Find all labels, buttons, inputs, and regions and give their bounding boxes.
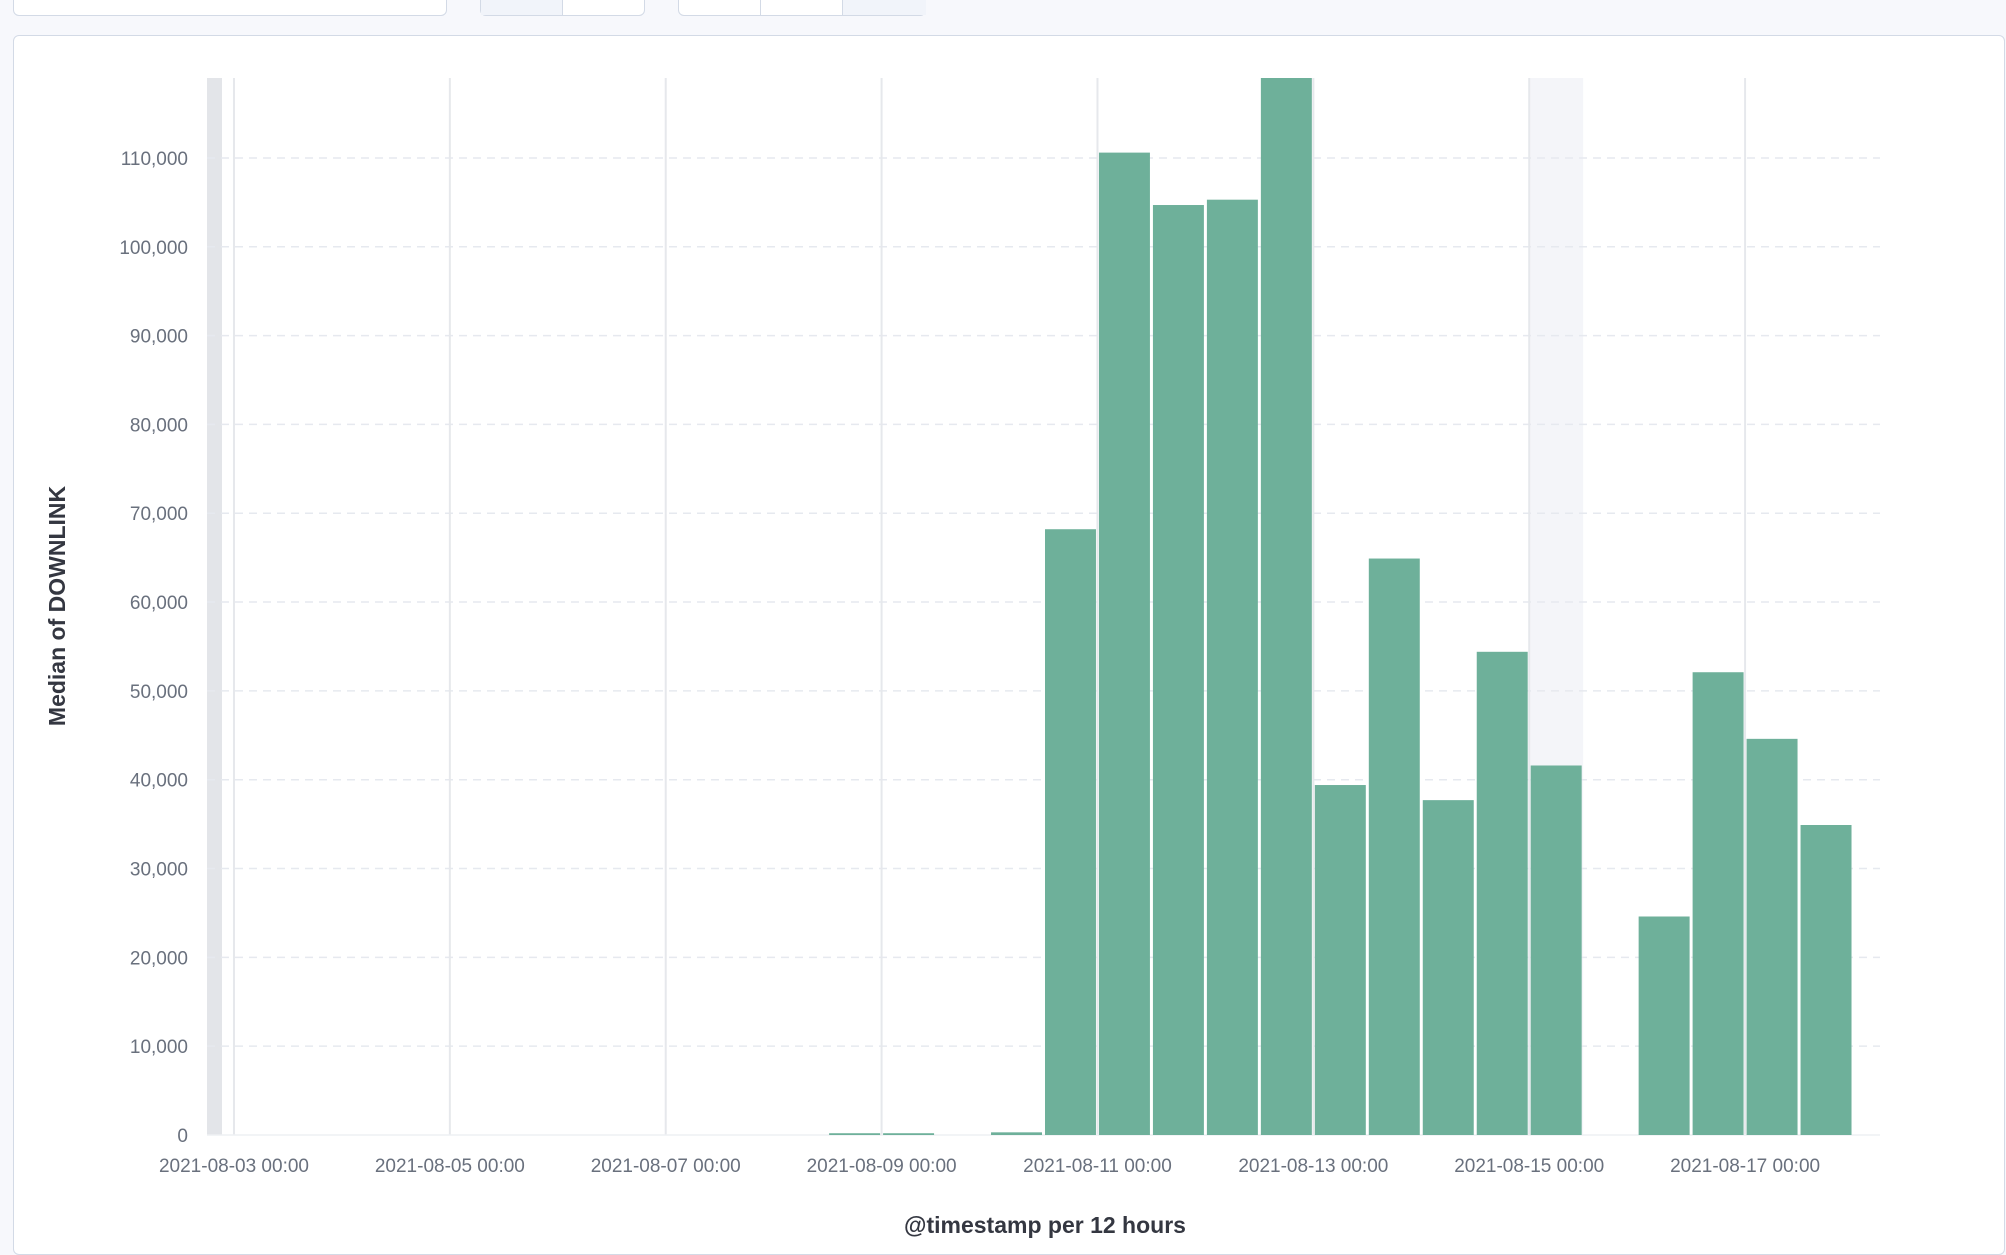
y-tick-label: 30,000 — [130, 860, 188, 881]
y-tick-label: 110,000 — [121, 149, 188, 170]
bar — [1476, 651, 1528, 1135]
bar — [1045, 529, 1096, 1135]
bar — [1692, 672, 1744, 1135]
y-tick-label: 80,000 — [130, 415, 188, 436]
bar — [829, 1133, 881, 1135]
x-tick-label: 2021-08-03 00:00 — [159, 1156, 309, 1177]
x-tick-label: 2021-08-07 00:00 — [591, 1156, 741, 1177]
y-tick-label: 70,000 — [130, 504, 188, 525]
bar — [883, 1133, 935, 1135]
toggle-button[interactable] — [761, 0, 843, 15]
x-tick-label: 2021-08-05 00:00 — [375, 1156, 525, 1177]
y-tick-label: 60,000 — [130, 593, 188, 614]
x-tick-label: 2021-08-11 00:00 — [1023, 1156, 1172, 1177]
bar — [1152, 205, 1204, 1136]
bar — [1098, 152, 1150, 1136]
y-tick-label: 100,000 — [119, 238, 188, 259]
bar — [1638, 916, 1690, 1135]
y-tick-label: 90,000 — [130, 327, 188, 348]
y-tick-label: 40,000 — [130, 771, 188, 792]
bar — [991, 1132, 1042, 1135]
bar — [1206, 199, 1258, 1135]
bar — [1800, 825, 1852, 1135]
bar — [1422, 800, 1474, 1135]
y-tick-label: 10,000 — [130, 1037, 188, 1058]
bar — [1530, 765, 1582, 1135]
bar — [1260, 78, 1312, 1135]
query-input[interactable] — [13, 0, 447, 16]
x-axis-title: @timestamp per 12 hours — [904, 1212, 1186, 1238]
y-tick-label: 0 — [177, 1126, 188, 1147]
toggle-button[interactable] — [679, 0, 761, 15]
y-tick-label: 50,000 — [130, 682, 188, 703]
x-tick-label: 2021-08-13 00:00 — [1238, 1156, 1388, 1177]
bar — [1368, 558, 1420, 1135]
x-tick-label: 2021-08-15 00:00 — [1454, 1156, 1604, 1177]
toggle-button[interactable] — [843, 0, 926, 15]
x-tick-label: 2021-08-17 00:00 — [1670, 1156, 1820, 1177]
button-group-primary — [480, 0, 645, 16]
bar — [1746, 738, 1798, 1135]
y-tick-label: 20,000 — [130, 948, 188, 969]
bar — [1314, 785, 1366, 1135]
toolbar — [0, 0, 2006, 34]
plot-edge-band — [207, 78, 222, 1135]
toggle-button[interactable] — [481, 0, 563, 15]
y-axis-title: Median of DOWNLINK — [44, 486, 70, 727]
x-tick-label: 2021-08-09 00:00 — [807, 1156, 957, 1177]
button-group-secondary — [678, 0, 926, 16]
